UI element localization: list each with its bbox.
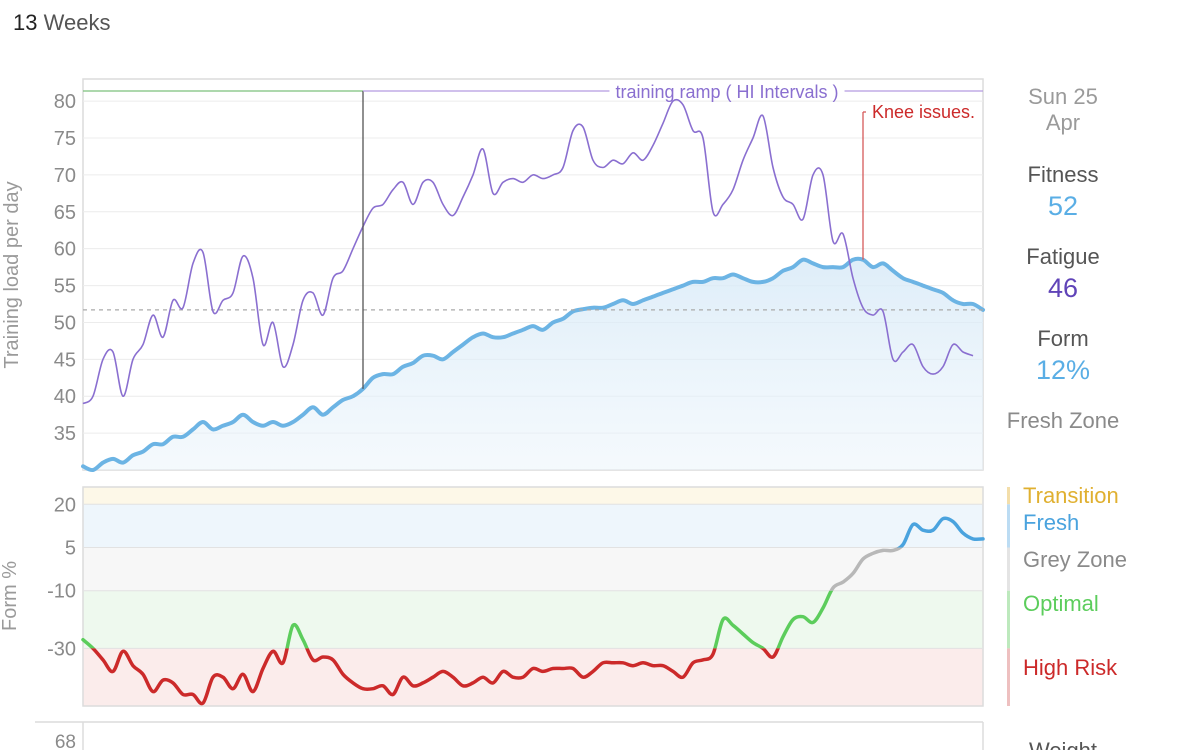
- zone-bar: [1007, 504, 1010, 548]
- y-tick-label: 45: [54, 349, 76, 371]
- zone-band: [83, 504, 983, 548]
- selected-date-month: Apr: [1045, 110, 1081, 135]
- y-axis-title: Training load per day: [1, 181, 23, 368]
- weight-label: Weight: [1029, 738, 1097, 750]
- form-label: Form: [1037, 326, 1089, 351]
- zone-band: [83, 648, 983, 706]
- period-selector[interactable]: 13 Weeks: [13, 10, 110, 36]
- zone-bar: [1007, 590, 1010, 649]
- fatigue-value: 46: [1047, 273, 1079, 303]
- fitness-area: [83, 258, 983, 471]
- y-tick-label: 40: [54, 386, 76, 408]
- zone-band: [83, 487, 983, 505]
- annotation-label-knee: Knee issues.: [872, 102, 975, 122]
- annotation-label-bg: [609, 85, 845, 97]
- zone-bar: [1007, 648, 1010, 706]
- y-tick-label: 20: [54, 494, 76, 516]
- weight-y-tick: 68: [55, 732, 76, 750]
- zone-label-optimal: Optimal: [1023, 591, 1099, 616]
- fitness-line: [81, 256, 985, 473]
- y-tick-label: 65: [54, 202, 76, 224]
- form-chart: 20 5 -10 -30 Form %: [0, 486, 1010, 707]
- selected-date-day: Sun 25: [1028, 84, 1098, 109]
- y-tick-label: 5: [65, 538, 76, 560]
- form-line-segment: [829, 547, 903, 591]
- zone-bar: [1007, 487, 1010, 505]
- zone-status: Fresh Zone: [1006, 408, 1120, 433]
- y-tick-label: 35: [54, 423, 76, 445]
- training-load-chart: 35 40 45 50 55 60 65 70 75 80 Training load per da…: [1, 78, 985, 473]
- zone-label-transition: Transition: [1023, 483, 1119, 508]
- zone-bar: [1007, 547, 1010, 591]
- form-plot-area: [82, 486, 984, 707]
- weeks-number: 13: [13, 10, 38, 35]
- zone-label-fresh: Fresh: [1023, 510, 1080, 535]
- y-tick-label: 50: [54, 312, 76, 334]
- y-tick-label: -30: [47, 638, 76, 660]
- form-value: 12%: [1035, 355, 1091, 385]
- zone-band: [83, 547, 983, 591]
- y-tick-label: 70: [54, 165, 76, 187]
- y-tick-label: 55: [54, 276, 76, 298]
- fatigue-label: Fatigue: [1026, 244, 1100, 269]
- weight-chart: 68 Weight: [35, 721, 1097, 750]
- form-line-segment: [90, 648, 780, 706]
- fatigue-line: [82, 98, 974, 405]
- form-y-axis-title: Form %: [0, 561, 21, 631]
- annotation-label-training-ramp: training ramp ( HI Intervals ): [615, 82, 838, 102]
- zone-label-grey: Grey Zone: [1023, 547, 1127, 572]
- y-tick-label: 80: [54, 91, 76, 113]
- fitness-label: Fitness: [1027, 162, 1099, 187]
- fitness-value: 52: [1047, 191, 1079, 221]
- selected-date: Sun 25 Apr: [978, 84, 1148, 136]
- weeks-label: Weeks: [43, 10, 111, 35]
- zone-label-high-risk: High Risk: [1023, 655, 1118, 680]
- zone-band: [83, 590, 983, 649]
- y-tick-label: 60: [54, 239, 76, 261]
- y-tick-label: 75: [54, 128, 76, 150]
- y-tick-label: -10: [47, 581, 76, 603]
